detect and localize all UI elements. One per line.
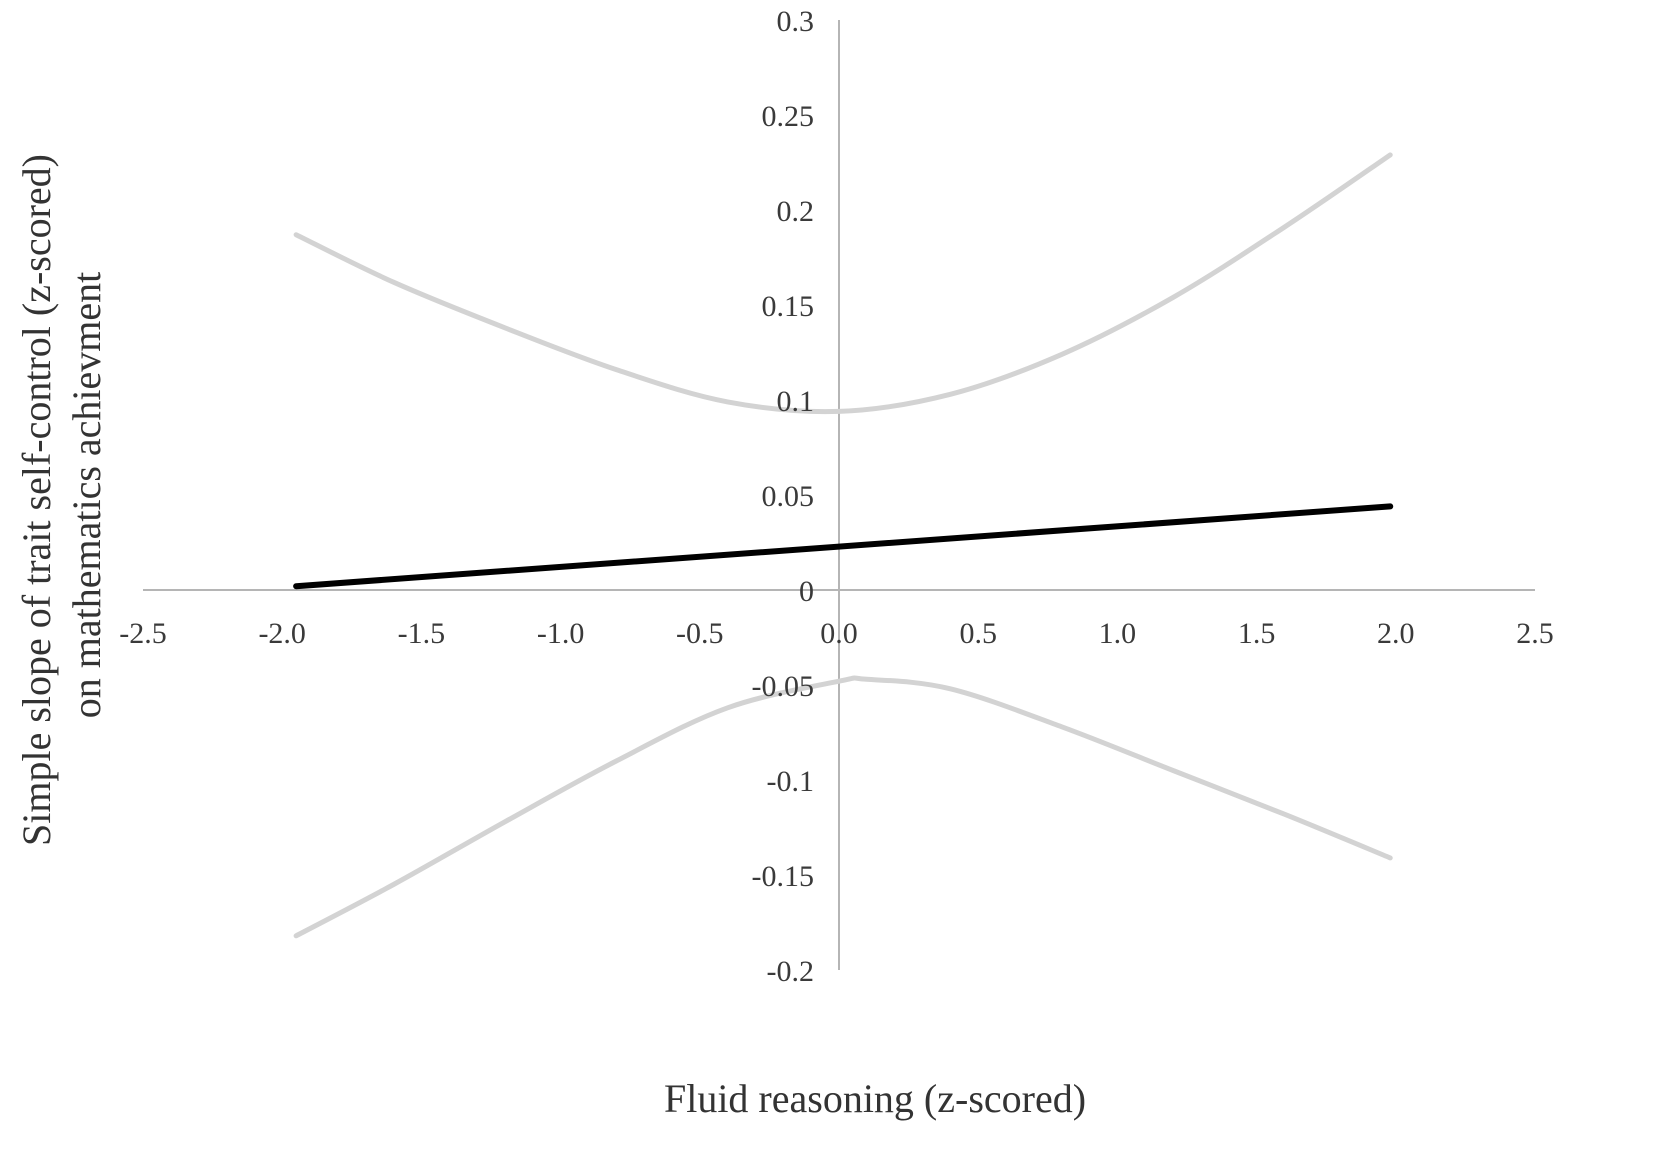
series-line-upper [293,152,1393,415]
x-tick-label: -1.5 [398,617,446,650]
y-axis-title: Simple slope of trait self-control (z-sc… [14,144,109,846]
x-tick-label: -2.0 [258,617,306,650]
y-axis-title-line-2: on mathematics achievment [64,272,109,719]
x-tick-label: -0.5 [676,617,724,650]
x-axis-title: Fluid reasoning (z-scored) [664,1076,1086,1121]
y-tick-label: 0.15 [762,290,815,323]
series-layer [293,152,1394,939]
y-tick-label: -0.1 [767,765,815,798]
y-tick-label: -0.2 [767,955,815,988]
x-tick-label: 1.0 [1099,617,1137,650]
series-line-estimate [293,503,1394,590]
y-tick-label: 0 [799,575,814,608]
y-tick-label: -0.15 [752,860,815,893]
x-tick-label: 2.0 [1377,617,1415,650]
y-tick-label: 0.2 [777,195,815,228]
x-tick-label: -2.5 [119,617,167,650]
y-tick-label: 0.05 [762,480,815,513]
x-tick-label: 1.5 [1238,617,1276,650]
y-tick-label: -0.05 [752,670,815,703]
y-tick-label: 0.25 [762,100,815,133]
axes [143,20,1535,970]
series-line-lower [293,675,1393,939]
x-tick-label: 0.0 [820,617,858,650]
tick-layer: -0.2 -0.15 -0.1 -0.05 0 0.05 0.1 0.15 0.2 0.25 0.3… [119,5,1554,988]
y-tick-label: 0.1 [777,385,815,418]
x-tick-label: -1.0 [537,617,585,650]
y-axis-title-line-1: Simple slope of trait self-control (z-sc… [14,154,59,846]
x-tick-label: 0.5 [959,617,997,650]
y-tick-label: 0.3 [777,5,815,38]
x-tick-label: 2.5 [1516,617,1554,650]
